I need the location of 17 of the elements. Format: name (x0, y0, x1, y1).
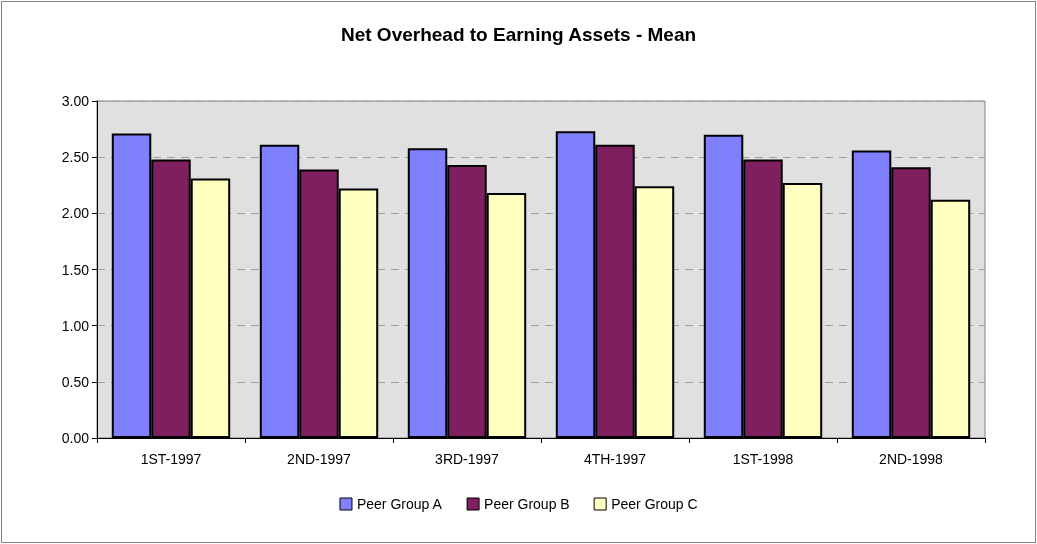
x-tick-label: 1ST-1997 (140, 451, 202, 467)
y-tick-label: 3.00 (61, 93, 90, 109)
legend-label: Peer Group B (484, 496, 570, 512)
legend-label: Peer Group C (611, 496, 698, 512)
x-tick-label: 1ST-1998 (732, 451, 794, 467)
y-tick-label: 2.50 (61, 149, 90, 166)
y-tick-label: 1.50 (61, 261, 90, 278)
x-tick-label: 2ND-1998 (879, 451, 944, 467)
chart-title: Net Overhead to Earning Assets - Mean (340, 24, 697, 45)
x-tick-label: 4TH-1997 (583, 451, 647, 467)
y-tick-label: 2.00 (61, 205, 90, 222)
x-tick-label: 3RD-1997 (435, 451, 500, 467)
y-tick-label: 0.50 (61, 373, 90, 390)
y-tick-label: 1.00 (61, 317, 90, 334)
x-tick-label: 2ND-1997 (287, 451, 352, 467)
y-tick-label: 0.00 (61, 430, 90, 446)
legend-label: Peer Group A (356, 496, 443, 512)
